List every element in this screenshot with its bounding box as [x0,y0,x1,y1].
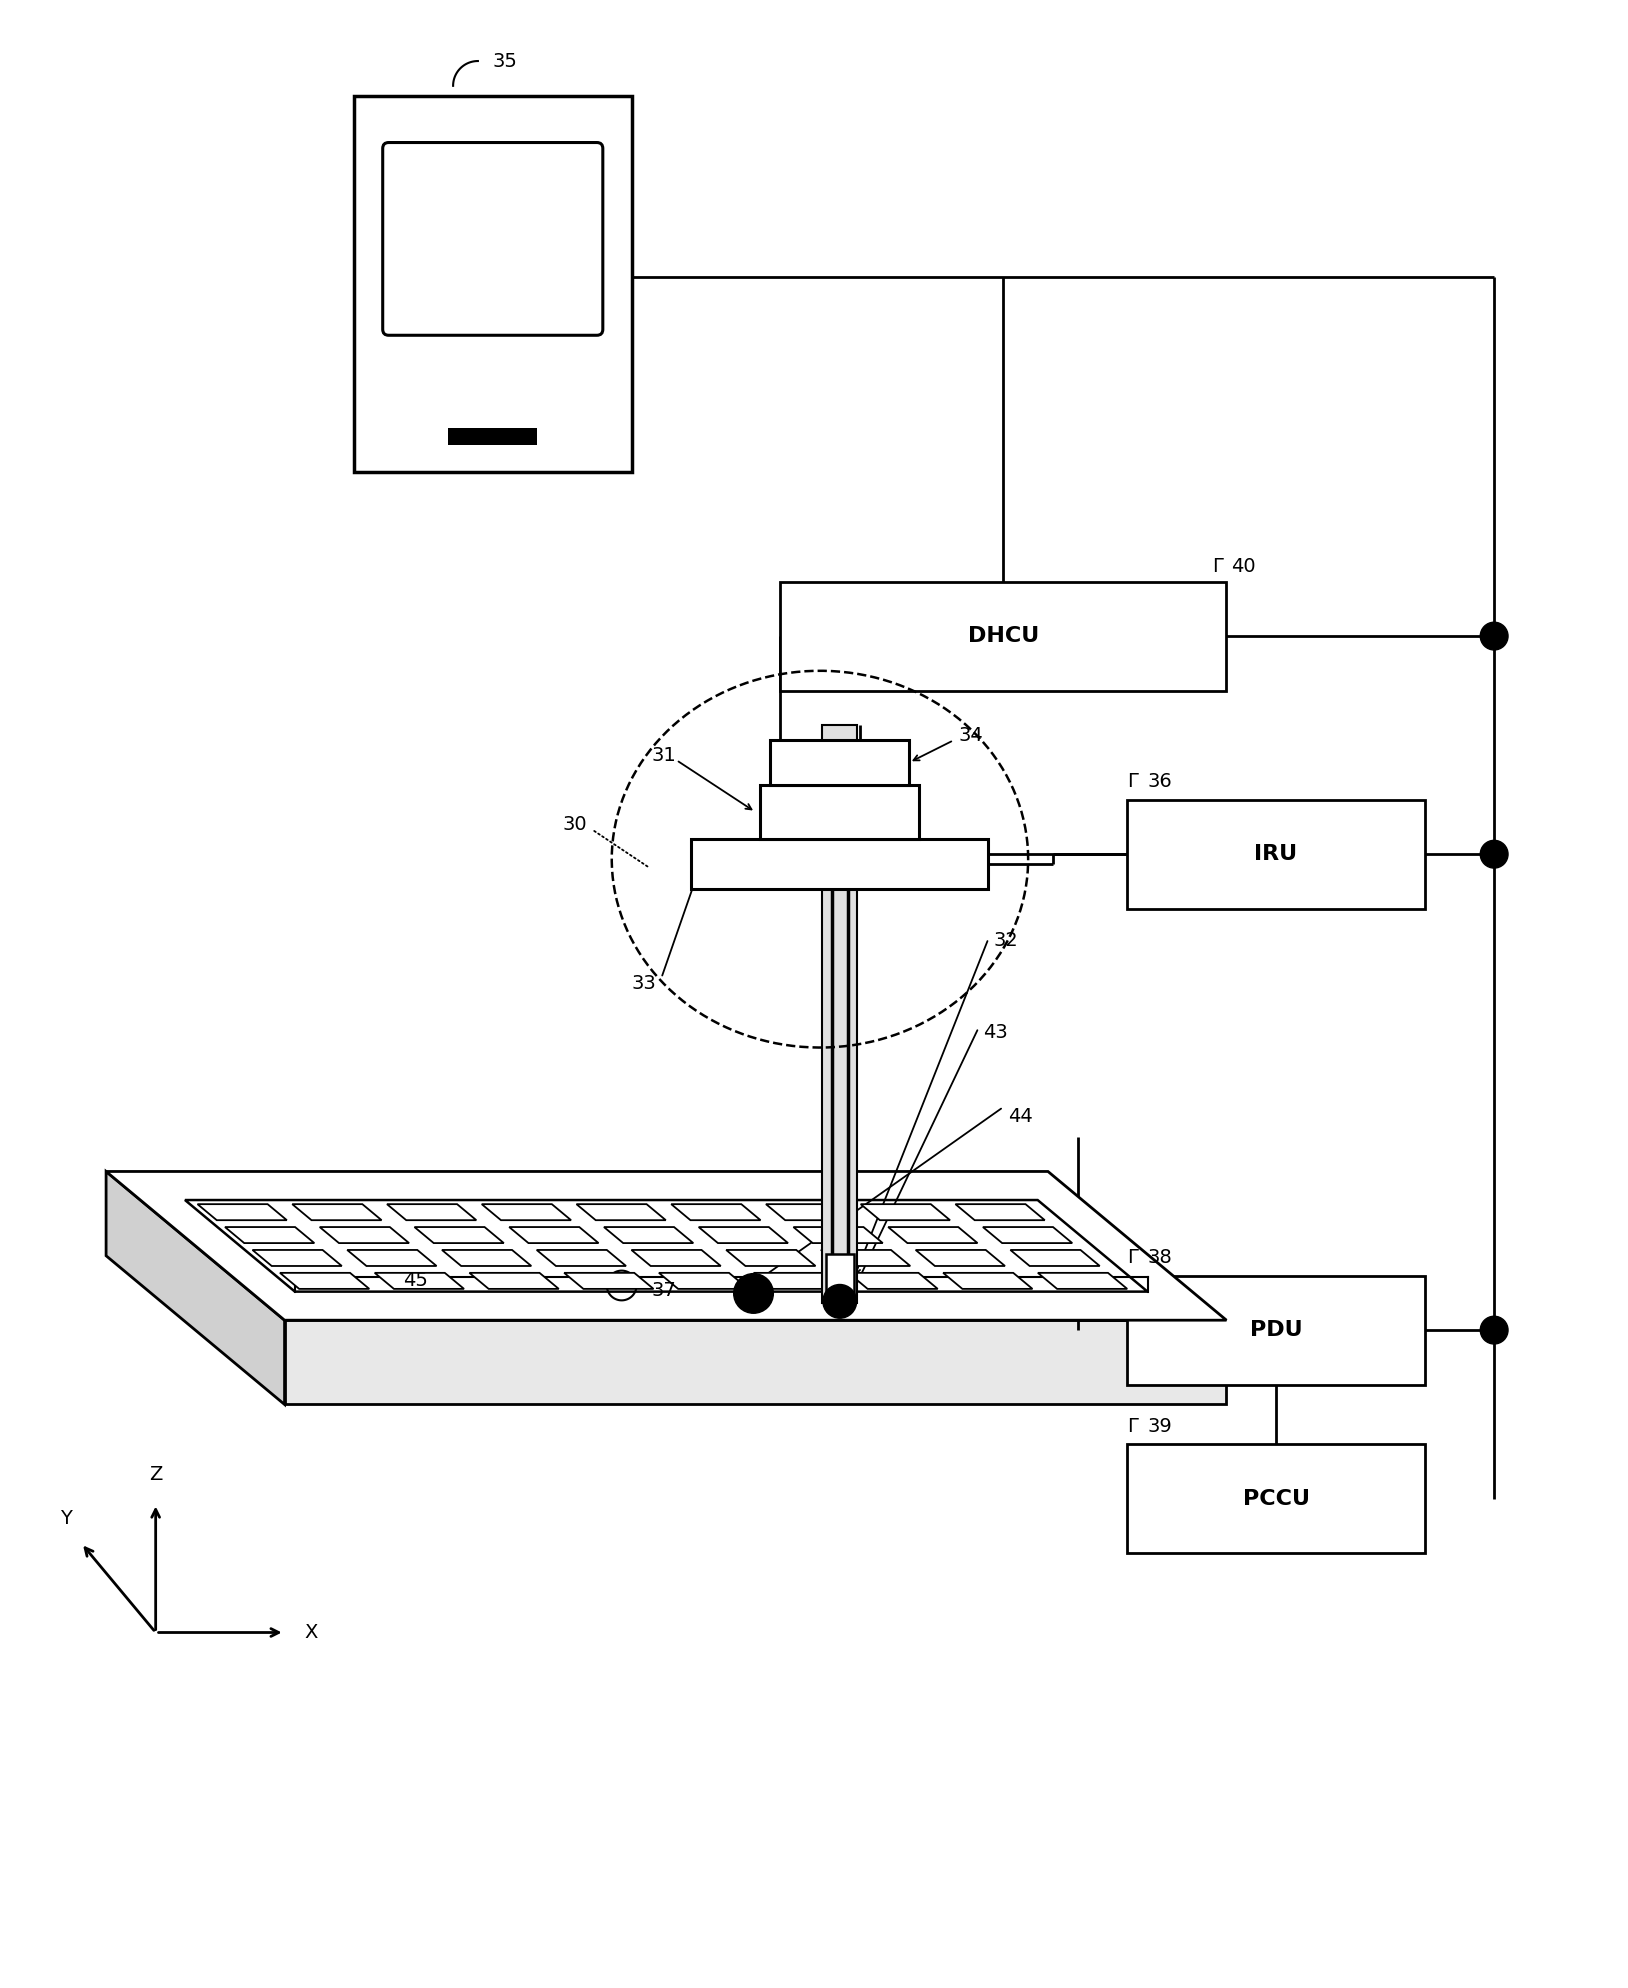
Circle shape [1480,1316,1508,1344]
Polygon shape [252,1250,342,1266]
Text: 30: 30 [562,815,586,833]
Bar [1127,1276,1424,1384]
Polygon shape [659,1272,749,1288]
Text: 32: 32 [993,930,1018,950]
Text: 40: 40 [1231,557,1257,577]
Bar [1127,799,1424,909]
Polygon shape [576,1205,666,1221]
Polygon shape [441,1250,531,1266]
Text: 35: 35 [493,52,518,70]
Text: 33: 33 [632,974,656,992]
Circle shape [1480,841,1508,869]
Polygon shape [285,1320,1226,1404]
Polygon shape [387,1205,477,1221]
Polygon shape [1039,1272,1127,1288]
Text: Y: Y [60,1509,72,1529]
Text: 37: 37 [651,1280,676,1300]
Text: X: X [304,1622,317,1642]
Polygon shape [821,1250,910,1266]
Polygon shape [537,1250,627,1266]
Text: 34: 34 [959,726,983,746]
Bar [353,95,632,473]
FancyBboxPatch shape [383,143,602,336]
Circle shape [734,1274,773,1314]
Polygon shape [848,1272,938,1288]
Polygon shape [861,1205,951,1221]
Polygon shape [956,1205,1045,1221]
Polygon shape [726,1250,816,1266]
Polygon shape [632,1250,721,1266]
Text: 44: 44 [1008,1107,1034,1127]
Polygon shape [469,1272,558,1288]
Polygon shape [197,1205,287,1221]
Bar [1127,1443,1424,1553]
Bar [448,427,537,445]
Text: 36: 36 [1148,771,1172,791]
Polygon shape [915,1250,1004,1266]
Text: 45: 45 [404,1270,428,1290]
Text: $\Gamma$: $\Gamma$ [1211,557,1224,577]
Bar [770,740,908,785]
Polygon shape [510,1227,599,1242]
Polygon shape [280,1272,370,1288]
Text: DHCU: DHCU [967,626,1039,646]
Polygon shape [983,1227,1073,1242]
Bar [822,726,856,1304]
Polygon shape [754,1272,843,1288]
Bar [690,839,988,889]
Polygon shape [565,1272,653,1288]
Text: $\Gamma$: $\Gamma$ [1127,1248,1140,1266]
Circle shape [822,1284,856,1318]
Polygon shape [347,1250,436,1266]
Polygon shape [225,1227,314,1242]
Polygon shape [186,1201,1148,1292]
Text: IRU: IRU [1255,845,1298,865]
Polygon shape [604,1227,694,1242]
Polygon shape [106,1171,1226,1320]
Text: 38: 38 [1148,1248,1172,1266]
Polygon shape [319,1227,409,1242]
Polygon shape [943,1272,1032,1288]
Polygon shape [1011,1250,1101,1266]
Bar [760,785,920,839]
Text: PCCU: PCCU [1242,1489,1309,1509]
Polygon shape [698,1227,788,1242]
Text: 39: 39 [1148,1417,1172,1435]
Text: 31: 31 [651,746,676,765]
Polygon shape [415,1227,503,1242]
Bar [780,582,1226,690]
Polygon shape [671,1205,760,1221]
Text: PDU: PDU [1250,1320,1302,1340]
Polygon shape [765,1205,855,1221]
Bar [825,1254,853,1304]
Circle shape [1480,622,1508,650]
Polygon shape [374,1272,464,1288]
Polygon shape [793,1227,882,1242]
Polygon shape [293,1205,381,1221]
Text: Z: Z [150,1465,163,1483]
Text: 43: 43 [983,1024,1008,1042]
Polygon shape [482,1205,571,1221]
Polygon shape [106,1171,285,1404]
Polygon shape [889,1227,977,1242]
Text: $\Gamma$: $\Gamma$ [1127,771,1140,791]
Text: $\Gamma$: $\Gamma$ [1127,1417,1140,1435]
